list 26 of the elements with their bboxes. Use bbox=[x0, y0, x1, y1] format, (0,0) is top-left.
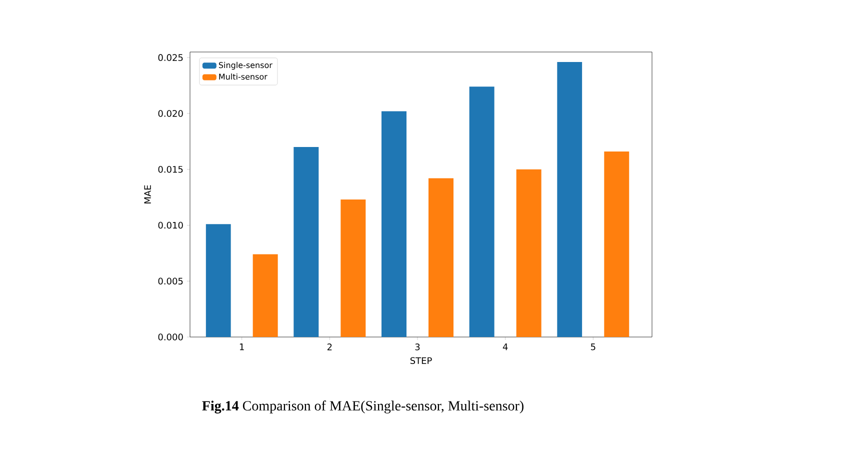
bar bbox=[557, 62, 582, 337]
legend-label: Single-sensor bbox=[218, 62, 272, 70]
bar bbox=[252, 254, 278, 337]
bar bbox=[206, 224, 231, 337]
y-tick-label: 0.005 bbox=[158, 278, 183, 285]
y-tick-label: 0.025 bbox=[158, 54, 183, 61]
x-tick-label: 1 bbox=[240, 344, 244, 350]
bar bbox=[428, 178, 454, 337]
y-tick-label: 0.000 bbox=[158, 334, 183, 340]
y-axis-title: MAE bbox=[144, 185, 151, 204]
y-tick-label: 0.010 bbox=[158, 222, 183, 229]
x-tick-label: 4 bbox=[502, 344, 508, 350]
y-tick-label: 0.015 bbox=[158, 166, 183, 173]
y-tick-label: 0.020 bbox=[158, 110, 183, 117]
bar bbox=[516, 169, 542, 337]
x-axis-title: STEP bbox=[410, 357, 432, 364]
bar bbox=[294, 147, 319, 337]
text: Fig.14 Comparison of MAE(Single-sensor, Multi-sensor) bbox=[202, 400, 524, 414]
bar bbox=[469, 86, 494, 337]
x-tick-label: 5 bbox=[590, 344, 596, 350]
bar bbox=[340, 200, 366, 337]
bar bbox=[604, 151, 630, 337]
x-tick-label: 3 bbox=[415, 344, 420, 350]
bar bbox=[381, 111, 406, 337]
legend-label: Multi-sensor bbox=[219, 73, 268, 80]
x-tick-label: 2 bbox=[327, 344, 332, 350]
